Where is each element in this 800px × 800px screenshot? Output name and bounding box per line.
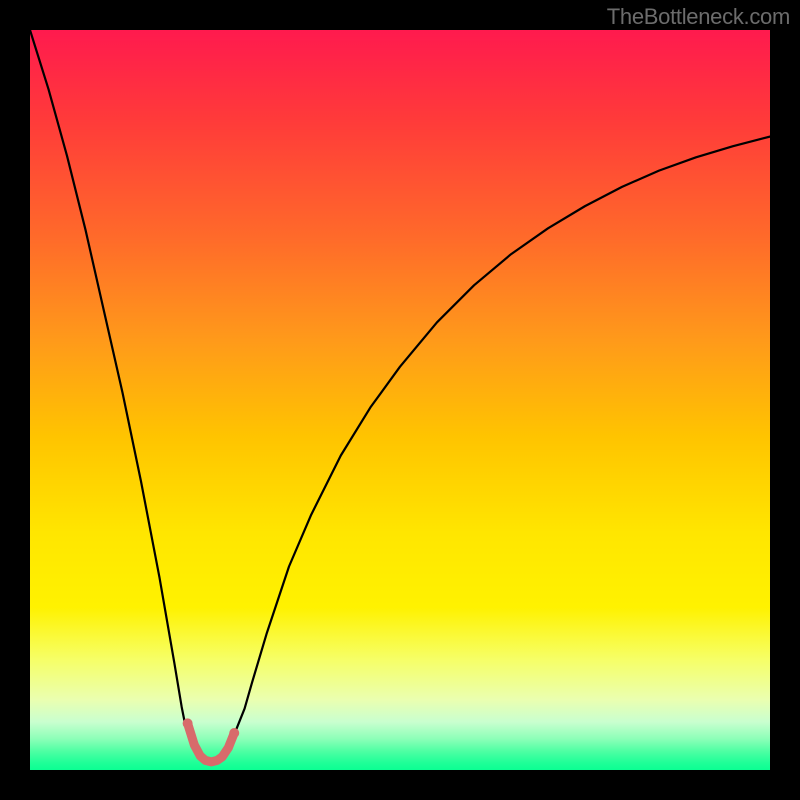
watermark-text: TheBottleneck.com xyxy=(607,4,790,30)
chart-background xyxy=(30,30,770,770)
bottleneck-curve-chart xyxy=(30,30,770,770)
highlight-endpoint xyxy=(229,728,239,738)
chart-container: TheBottleneck.com xyxy=(0,0,800,800)
chart-area xyxy=(30,30,770,770)
highlight-endpoint xyxy=(183,718,193,728)
